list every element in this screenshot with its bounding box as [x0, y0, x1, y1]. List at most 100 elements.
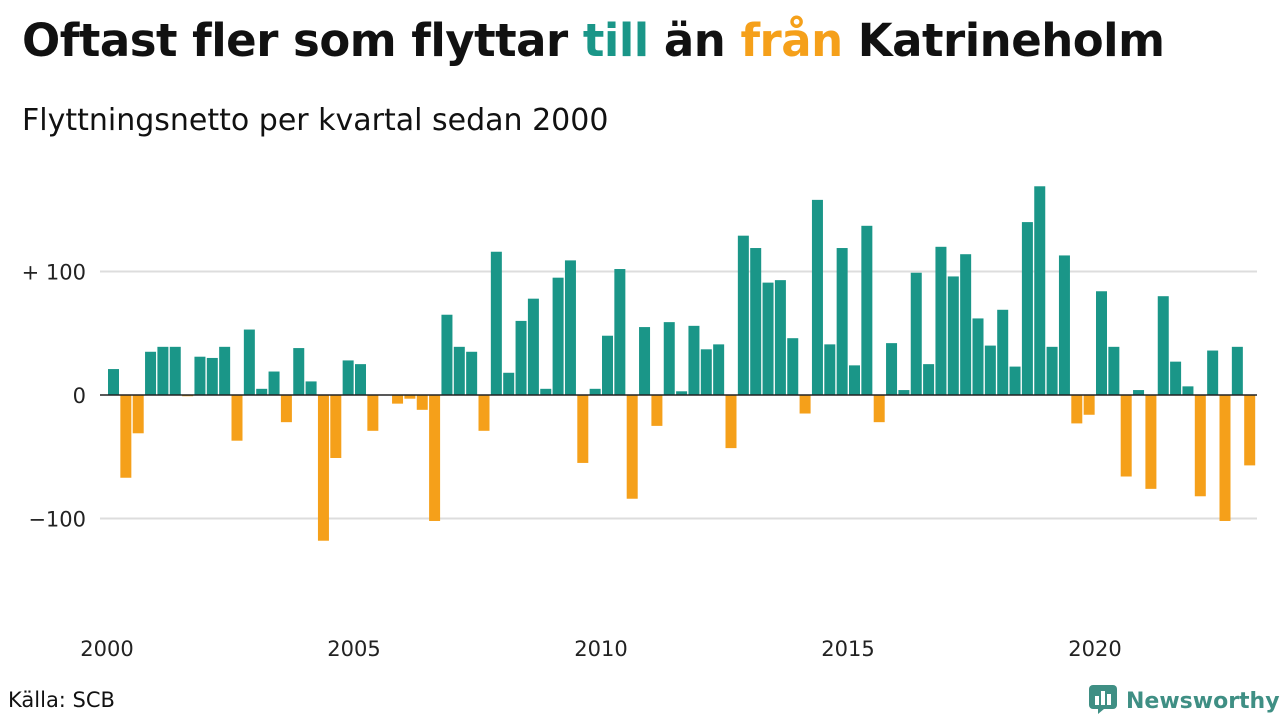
- bar: [762, 282, 774, 395]
- bar: [1170, 361, 1182, 395]
- bar-chart-logo-icon: [1088, 684, 1118, 718]
- bar: [960, 254, 972, 395]
- bar: [1108, 346, 1120, 395]
- bar: [886, 343, 898, 395]
- bar: [231, 395, 243, 441]
- bar: [700, 349, 712, 395]
- bar: [639, 327, 651, 395]
- y-tick-label: 0: [73, 384, 86, 408]
- bar: [676, 391, 688, 395]
- bar: [416, 395, 428, 410]
- bar: [663, 322, 675, 395]
- title-part-3: Katrineholm: [842, 14, 1165, 67]
- bar: [145, 351, 157, 395]
- bar: [1021, 222, 1033, 395]
- bar: [404, 395, 416, 399]
- bar: [935, 246, 947, 395]
- bar: [169, 346, 181, 395]
- x-tick-label: 2010: [574, 637, 627, 661]
- bar: [873, 395, 885, 423]
- bar: [120, 395, 132, 478]
- bar: [1083, 395, 1095, 415]
- chart-subtitle: Flyttningsnetto per kvartal sedan 2000: [22, 103, 609, 138]
- x-tick-label: 2020: [1068, 637, 1121, 661]
- bar: [317, 395, 329, 541]
- bar: [429, 395, 441, 521]
- bar: [293, 348, 305, 395]
- bar: [441, 314, 453, 395]
- bar: [737, 235, 749, 395]
- bar: [1244, 395, 1256, 466]
- bar: [602, 335, 613, 395]
- bar: [490, 251, 502, 395]
- bar: [206, 357, 218, 395]
- bar: [478, 395, 490, 431]
- bar: [811, 199, 823, 395]
- bar: [367, 395, 379, 431]
- bar: [1046, 346, 1058, 395]
- title-highlight-till: till: [582, 14, 649, 67]
- bar: [1194, 395, 1206, 497]
- bar: [1219, 395, 1231, 521]
- bar: [194, 356, 206, 395]
- bar: [923, 364, 935, 396]
- bar: [392, 395, 404, 404]
- bar: [305, 381, 317, 395]
- bar: [1071, 395, 1083, 424]
- bar: [1120, 395, 1132, 477]
- bar: [540, 388, 552, 395]
- bar: [1133, 390, 1145, 395]
- bar: [910, 272, 922, 395]
- y-tick-label: + 100: [22, 261, 86, 285]
- bar: [1096, 291, 1107, 395]
- bar: [626, 395, 638, 499]
- bar: [861, 225, 873, 395]
- brand-logo: Newsworthy: [1088, 684, 1280, 718]
- chart-title: Oftast fler som flyttar till än från Kat…: [22, 14, 1165, 67]
- source-note: Källa: SCB: [8, 688, 115, 712]
- bar: [725, 395, 737, 449]
- bar: [342, 360, 354, 395]
- bar: [713, 344, 725, 395]
- bar: [1034, 186, 1046, 395]
- bar: [268, 371, 280, 395]
- bar: [1182, 386, 1194, 395]
- bar: [157, 346, 169, 395]
- bar: [688, 325, 700, 395]
- bar: [1207, 350, 1219, 395]
- bar: [836, 248, 848, 395]
- bar: [651, 395, 663, 426]
- bar: [1145, 395, 1157, 489]
- bar: [453, 346, 465, 395]
- bar: [219, 346, 231, 395]
- bar: [799, 395, 811, 414]
- bar: [330, 395, 342, 458]
- x-tick-label: 2005: [327, 637, 380, 661]
- bar: [280, 395, 292, 423]
- bar: [984, 345, 996, 395]
- x-tick-label: 2000: [80, 637, 133, 661]
- bar: [1231, 346, 1243, 395]
- title-highlight-fran: från: [740, 14, 843, 67]
- bar: [564, 260, 576, 395]
- bar: [1157, 296, 1169, 395]
- title-part-2: än: [648, 14, 741, 67]
- bar: [972, 318, 984, 395]
- bar: [947, 276, 959, 395]
- bar: [787, 338, 799, 395]
- bar: [824, 344, 836, 395]
- bar: [515, 320, 527, 395]
- bar: [1058, 255, 1070, 395]
- bar: [750, 248, 762, 395]
- title-part-1: Oftast fler som flyttar: [22, 14, 583, 67]
- bar: [503, 372, 515, 395]
- bar: [1009, 366, 1021, 395]
- bar: [256, 388, 268, 395]
- bar: [589, 388, 601, 395]
- bar: [552, 277, 564, 395]
- bar: [108, 369, 119, 395]
- bar: [774, 280, 786, 395]
- y-tick-label: −100: [28, 508, 86, 532]
- bar: [527, 298, 539, 395]
- x-tick-label: 2015: [821, 637, 874, 661]
